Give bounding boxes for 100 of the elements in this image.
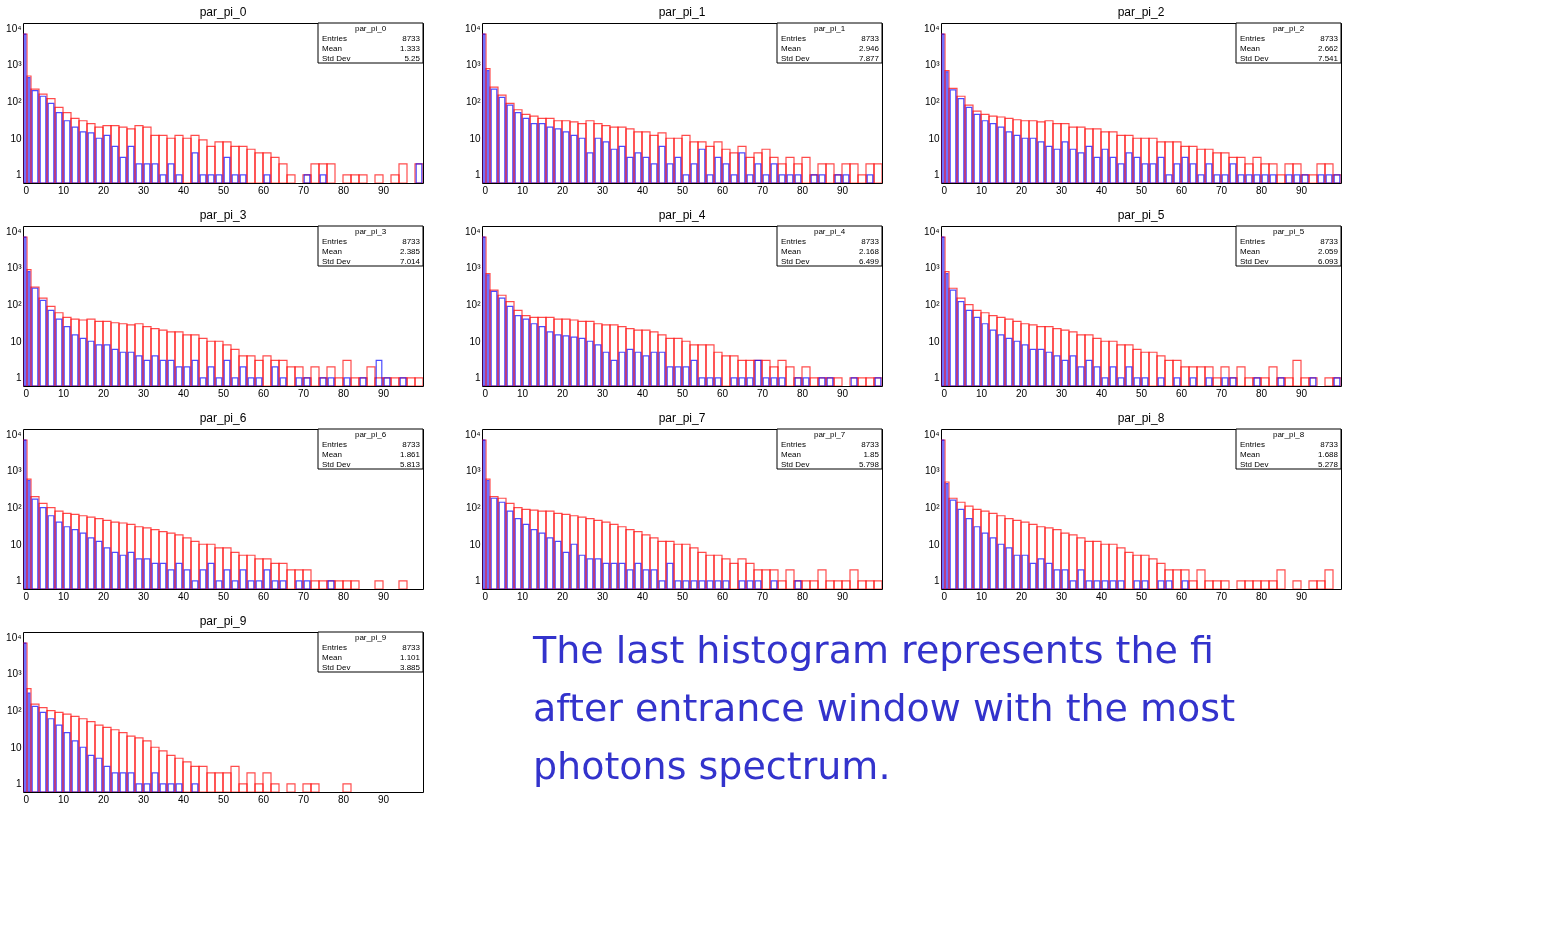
y-tick-label: 10³ <box>925 59 941 71</box>
x-tick-label: 50 <box>217 387 230 399</box>
annotation: Mean <box>322 450 343 459</box>
y-tick-label: 10² <box>7 299 23 311</box>
x-tick-label: 10 <box>975 387 988 399</box>
x-tick-label: 30 <box>596 387 609 399</box>
annotation: Std Dev <box>1240 54 1269 63</box>
x-tick-label: 10 <box>975 184 988 196</box>
x-tick-label: 90 <box>1295 184 1308 196</box>
x-tick-label: 0 <box>23 793 30 805</box>
x-tick-label: 50 <box>676 184 689 196</box>
x-tick-label: 90 <box>377 184 390 196</box>
annotation: 5.813 <box>399 460 421 469</box>
annotation: Entries <box>322 237 347 246</box>
annotation: 8733 <box>861 440 880 449</box>
annotation: 8733 <box>402 440 421 449</box>
annotation: Entries <box>1240 440 1265 449</box>
annotation: Mean <box>322 44 343 53</box>
y-tick-label: 10² <box>466 502 482 514</box>
x-tick-label: 30 <box>596 590 609 602</box>
x-tick-label: 40 <box>177 387 190 399</box>
annotation: Std Dev <box>781 460 810 469</box>
chart-title: par_pi_8 <box>1117 410 1165 425</box>
x-tick-label: 20 <box>1015 184 1028 196</box>
y-tick-label: 10⁴ <box>465 22 481 34</box>
annotation: 7.541 <box>1317 54 1339 63</box>
y-tick-label: 10³ <box>925 262 941 274</box>
y-tick-label: 10² <box>466 299 482 311</box>
annotation: par_pi_8 <box>1272 430 1305 439</box>
x-tick-label: 10 <box>57 793 70 805</box>
annotation: par_pi_0 <box>354 24 387 33</box>
annotation: 3.885 <box>399 663 421 672</box>
x-tick-label: 80 <box>1255 184 1268 196</box>
y-tick-label: 1 <box>15 575 22 587</box>
x-tick-label: 80 <box>337 184 350 196</box>
y-tick-label: 1 <box>15 169 22 181</box>
x-tick-label: 50 <box>1135 184 1148 196</box>
x-tick-label: 0 <box>23 590 30 602</box>
annotation: 1.861 <box>399 450 421 459</box>
annotation: par_pi_3 <box>354 227 387 236</box>
annotation: 1.85 <box>863 450 880 459</box>
annotation: Entries <box>781 34 806 43</box>
annotation: Entries <box>1240 34 1265 43</box>
y-tick-label: 10² <box>925 502 941 514</box>
y-tick-label: 10³ <box>466 262 482 274</box>
annotation: par_pi_6 <box>354 430 387 439</box>
x-tick-label: 90 <box>836 590 849 602</box>
x-tick-label: 10 <box>516 590 529 602</box>
x-tick-label: 0 <box>941 590 948 602</box>
annotation: Std Dev <box>781 257 810 266</box>
annotation: Std Dev <box>322 663 351 672</box>
x-tick-label: 50 <box>676 387 689 399</box>
x-tick-label: 20 <box>97 793 110 805</box>
y-tick-label: 10³ <box>925 465 941 477</box>
annotation: 2.168 <box>858 247 880 256</box>
text: The last histogram represents the fi <box>532 628 1214 672</box>
annotation: Entries <box>322 34 347 43</box>
x-tick-label: 50 <box>676 590 689 602</box>
x-tick-label: 20 <box>1015 590 1028 602</box>
chart-title: par_pi_3 <box>199 207 247 222</box>
x-tick-label: 60 <box>257 793 270 805</box>
x-tick-label: 0 <box>482 387 489 399</box>
annotation: Entries <box>1240 237 1265 246</box>
annotation: 6.499 <box>858 257 880 266</box>
y-tick-label: 10³ <box>7 668 23 680</box>
x-tick-label: 0 <box>23 184 30 196</box>
annotation: 8733 <box>402 34 421 43</box>
x-tick-label: 70 <box>1215 387 1228 399</box>
y-tick-label: 10² <box>7 96 23 108</box>
x-tick-label: 80 <box>337 590 350 602</box>
x-tick-label: 70 <box>756 184 769 196</box>
annotation: Entries <box>322 440 347 449</box>
x-tick-label: 50 <box>217 184 230 196</box>
x-tick-label: 0 <box>941 184 948 196</box>
x-tick-label: 70 <box>297 387 310 399</box>
chart-title: par_pi_0 <box>199 4 247 19</box>
x-tick-label: 10 <box>516 184 529 196</box>
y-tick-label: 10 <box>469 335 481 347</box>
annotation: 8733 <box>1320 34 1339 43</box>
text: photons spectrum. <box>533 744 891 788</box>
annotation: 7.877 <box>858 54 880 63</box>
text: after entrance window with the most <box>533 686 1236 730</box>
x-tick-label: 80 <box>796 590 809 602</box>
annotation: Mean <box>781 450 802 459</box>
chart-title: par_pi_7 <box>658 410 706 425</box>
y-tick-label: 10² <box>925 96 941 108</box>
annotation: 5.798 <box>858 460 880 469</box>
annotation: Std Dev <box>1240 460 1269 469</box>
y-tick-label: 10⁴ <box>924 22 940 34</box>
y-tick-label: 1 <box>15 778 22 790</box>
annotation: 8733 <box>402 237 421 246</box>
annotation: 1.333 <box>399 44 421 53</box>
y-tick-label: 10⁴ <box>6 22 22 34</box>
annotation: 1.688 <box>1317 450 1339 459</box>
annotation: 2.662 <box>1317 44 1339 53</box>
x-tick-label: 50 <box>217 793 230 805</box>
y-tick-label: 10 <box>928 538 940 550</box>
chart-title: par_pi_1 <box>658 4 706 19</box>
x-tick-label: 40 <box>1095 387 1108 399</box>
x-tick-label: 70 <box>297 793 310 805</box>
